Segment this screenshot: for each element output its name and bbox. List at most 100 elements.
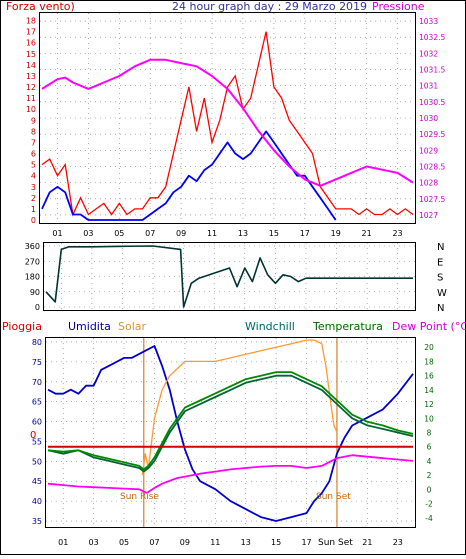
wind-hour-03: 03 bbox=[83, 229, 93, 238]
wind-tick-3: 3 bbox=[31, 183, 36, 192]
compass-0: N bbox=[437, 303, 444, 314]
wind-tick-9: 9 bbox=[31, 116, 36, 125]
temperature-label: Temperatura bbox=[312, 320, 383, 333]
temperature-axis-ticks: -4 -2 0 2 4 6 8 10 12 14 16 18 20 bbox=[424, 343, 434, 523]
climate-hour-09: 09 bbox=[180, 538, 190, 547]
pressure-tick-6: 1030 bbox=[419, 114, 438, 123]
temp-tick-6: 8 bbox=[427, 429, 432, 438]
pressure-tick-7: 1029.5 bbox=[419, 130, 445, 139]
wind-hour-01: 01 bbox=[52, 229, 62, 238]
rain-label: Pioggia bbox=[2, 320, 42, 333]
climate-hour-ticks: 01 03 05 07 09 11 13 15 17 21 23 bbox=[58, 538, 403, 547]
climate-panel-series bbox=[47, 338, 414, 527]
compass-2: S bbox=[437, 273, 443, 284]
humidity-tick-50: 50 bbox=[32, 457, 42, 466]
climate-hour-15: 15 bbox=[271, 538, 281, 547]
wind-tick-6: 6 bbox=[31, 150, 36, 159]
wind-hour-21: 21 bbox=[362, 229, 372, 238]
direction-deg-90: 90 bbox=[30, 288, 40, 297]
sunrise-label: Sun Rise bbox=[120, 492, 159, 502]
wind-tick-4: 4 bbox=[31, 172, 36, 181]
climate-hour-01: 01 bbox=[58, 538, 68, 547]
climate-series-2-line bbox=[47, 374, 414, 473]
climate-series-1-line bbox=[141, 339, 338, 476]
humidity-tick-55: 55 bbox=[32, 437, 42, 446]
direction-deg-270: 270 bbox=[25, 257, 40, 266]
pressure-tick-3: 1031.5 bbox=[419, 66, 445, 75]
wind-tick-10: 10 bbox=[26, 105, 36, 114]
series-1-line bbox=[41, 130, 337, 221]
direction-deg-180: 180 bbox=[25, 273, 40, 282]
wind-tick-8: 8 bbox=[31, 127, 36, 136]
wind-axis-label: Forza vento) bbox=[6, 0, 75, 13]
temp-tick-2: 0 bbox=[427, 485, 432, 494]
pressure-axis-ticks: 1033 1032.5 1032 1031.5 1031 1030.5 1030 1029.5… bbox=[419, 17, 445, 220]
humidity-tick-65: 65 bbox=[32, 398, 42, 407]
humidity-tick-45: 45 bbox=[32, 477, 42, 486]
compass-4: N bbox=[437, 242, 444, 253]
temp-tick-1: -2 bbox=[425, 500, 433, 509]
wind-tick-17: 17 bbox=[26, 28, 36, 37]
climate-hour-07: 07 bbox=[149, 538, 159, 547]
pressure-tick-1: 1032.5 bbox=[419, 33, 445, 42]
direction-deg-360: 360 bbox=[25, 242, 40, 251]
wind-tick-0: 0 bbox=[31, 216, 36, 225]
sunset-label: Sun Set bbox=[316, 492, 351, 502]
wind-hour-ticks: 01 03 05 07 09 11 13 15 17 19 21 23 bbox=[52, 229, 402, 238]
humidity-tick-70: 70 bbox=[32, 378, 42, 387]
temp-tick-3: 2 bbox=[427, 471, 432, 480]
direction-panel-series bbox=[45, 245, 413, 308]
temp-tick-9: 14 bbox=[424, 386, 434, 395]
climate-hour-11: 11 bbox=[210, 538, 220, 547]
pressure-tick-2: 1032 bbox=[419, 49, 438, 58]
humidity-tick-40: 40 bbox=[32, 497, 42, 506]
wind-tick-1: 1 bbox=[31, 205, 36, 214]
climate-hour-21: 21 bbox=[362, 538, 372, 547]
wind-hour-07: 07 bbox=[145, 229, 155, 238]
humidity-axis-ticks: 35 40 45 50 55 60 65 70 75 80 bbox=[32, 338, 42, 526]
wind-hour-09: 09 bbox=[176, 229, 186, 238]
wind-hour-23: 23 bbox=[392, 229, 402, 238]
humidity-label: Umidita bbox=[68, 320, 111, 333]
pressure-tick-12: 1027 bbox=[419, 211, 438, 220]
temp-tick-11: 18 bbox=[424, 357, 434, 366]
wind-tick-15: 15 bbox=[26, 50, 36, 59]
direction-deg-0: 0 bbox=[35, 303, 40, 312]
wind-tick-7: 7 bbox=[31, 138, 36, 147]
temp-tick-8: 12 bbox=[424, 400, 434, 409]
temp-tick-5: 6 bbox=[427, 443, 432, 452]
wind-panel-frame bbox=[39, 12, 416, 224]
wind-hour-05: 05 bbox=[114, 229, 124, 238]
pressure-tick-11: 1027.5 bbox=[419, 195, 445, 204]
humidity-tick-60: 60 bbox=[32, 418, 42, 427]
wind-tick-16: 16 bbox=[26, 39, 36, 48]
pressure-tick-9: 1028.5 bbox=[419, 162, 445, 171]
windchill-label: Windchill bbox=[245, 320, 295, 333]
direction-degree-ticks: 0 90 180 270 360 bbox=[25, 242, 40, 312]
temp-tick-10: 16 bbox=[424, 372, 434, 381]
pressure-tick-8: 1029 bbox=[419, 146, 438, 155]
wind-tick-12: 12 bbox=[26, 83, 36, 92]
climate-hour-13: 13 bbox=[241, 538, 251, 547]
climate-panel-frame bbox=[45, 337, 416, 528]
temp-tick-4: 4 bbox=[427, 457, 432, 466]
dewpoint-label: Dew Point (°C) bbox=[392, 320, 466, 333]
wind-tick-11: 11 bbox=[26, 94, 36, 103]
climate-hour-17: 17 bbox=[301, 538, 311, 547]
temp-tick-0: -4 bbox=[425, 514, 433, 523]
wind-hour-11: 11 bbox=[207, 229, 217, 238]
wind-hour-13: 13 bbox=[238, 229, 248, 238]
climate-hour-03: 03 bbox=[89, 538, 99, 547]
solar-label: Solar bbox=[118, 320, 147, 333]
wind-tick-14: 14 bbox=[26, 61, 36, 70]
wind-tick-2: 2 bbox=[31, 194, 36, 203]
compass-1: W bbox=[437, 288, 447, 299]
wind-tick-5: 5 bbox=[31, 161, 36, 170]
temp-tick-12: 20 bbox=[424, 343, 434, 352]
rain-zero-label: 0 bbox=[30, 430, 36, 441]
pressure-tick-0: 1033 bbox=[419, 17, 438, 26]
pressure-tick-4: 1031 bbox=[419, 82, 438, 91]
